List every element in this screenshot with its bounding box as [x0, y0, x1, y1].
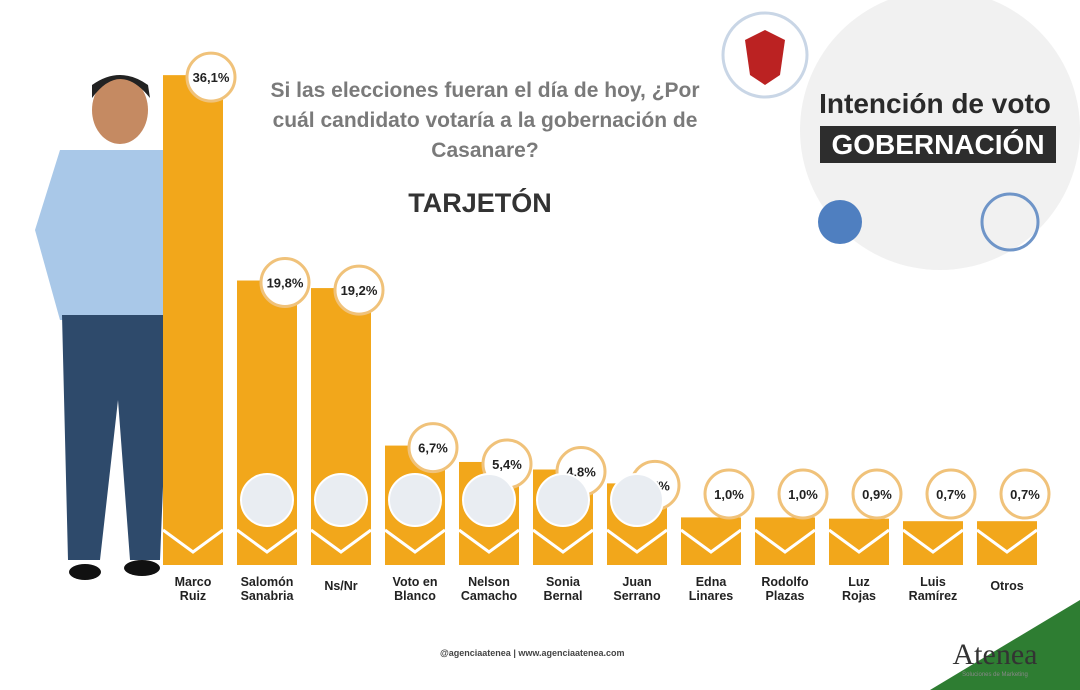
- footer-social: @agenciaatenea: [440, 648, 511, 658]
- bar-chevron: [828, 528, 890, 554]
- candidate-photo: [388, 473, 442, 527]
- footer: @agenciaatenea | www.agenciaatenea.com: [440, 648, 625, 658]
- value-label: 1,0%: [714, 487, 744, 502]
- value-label: 36,1%: [193, 70, 230, 85]
- x-tick-label: Nelson Camacho: [461, 575, 518, 603]
- chart-title: Si las elecciones fueran el día de hoy, …: [270, 79, 700, 162]
- bar: [755, 517, 815, 565]
- bar-chevron: [754, 528, 816, 554]
- bar-chevron: [384, 528, 446, 554]
- bar-chevron: [458, 528, 520, 554]
- x-tick-label: Luis Ramírez: [909, 575, 958, 603]
- decor-corner: [930, 600, 1080, 690]
- bar: [829, 518, 889, 565]
- bar-chevron: [310, 528, 372, 554]
- x-tick-label: Salomón Sanabria: [241, 575, 295, 603]
- x-tick-label: Otros: [990, 579, 1023, 593]
- header-badge: GOBERNACIÓN: [820, 126, 1056, 163]
- candidate-photo: [240, 473, 294, 527]
- bar: [681, 517, 741, 565]
- footer-site: www.agenciaatenea.com: [518, 648, 625, 658]
- bar: [977, 521, 1037, 565]
- value-badge: [185, 51, 237, 103]
- value-label: 6,7%: [418, 441, 448, 456]
- bar-chevron: [606, 528, 668, 554]
- decor-ring: [980, 192, 1040, 252]
- logo-name: Atenea: [952, 638, 1038, 671]
- person: [35, 75, 205, 580]
- candidate-photo: [314, 473, 368, 527]
- x-tick-label: Voto en Blanco: [393, 575, 438, 603]
- header-title: Intención de voto: [819, 88, 1051, 119]
- value-label: 5,4%: [492, 457, 522, 472]
- value-label: 19,8%: [267, 276, 304, 291]
- candidate-photo: [610, 473, 664, 527]
- value-badge: [925, 468, 977, 520]
- value-label: 0,7%: [936, 487, 966, 502]
- bar-chevron: [976, 528, 1038, 554]
- bar-chevron: [236, 528, 298, 554]
- value-label: 1,0%: [788, 487, 818, 502]
- bar-chevron: [680, 528, 742, 554]
- value-label: 0,7%: [1010, 487, 1040, 502]
- bar-chevron: [162, 528, 224, 554]
- bar-chevron: [902, 528, 964, 554]
- bar-chevron: [532, 528, 594, 554]
- value-label: 19,2%: [341, 283, 378, 298]
- candidate-photo: [462, 473, 516, 527]
- value-badge: [999, 468, 1051, 520]
- value-badge: [777, 468, 829, 520]
- x-tick-label: Luz Rojas: [842, 575, 876, 603]
- value-badge: [333, 264, 385, 316]
- x-tick-label: Rodolfo Plazas: [761, 575, 809, 603]
- value-badge: [703, 468, 755, 520]
- logo-tagline: Soluciones de Marketing: [962, 672, 1028, 678]
- bar: [903, 521, 963, 565]
- value-badge: [259, 257, 311, 309]
- candidate-photo: [536, 473, 590, 527]
- chart-subtitle: TARJETÓN: [408, 188, 552, 218]
- x-tick-label: Juan Serrano: [613, 575, 661, 603]
- coat-of-arms: [745, 30, 785, 85]
- x-tick-label: Edna Linares: [689, 575, 734, 603]
- value-badge: [851, 468, 903, 520]
- value-label: 0,9%: [862, 487, 892, 502]
- bar: [163, 75, 223, 565]
- decor-dot: [818, 200, 862, 244]
- value-badge: [407, 422, 459, 474]
- x-tick-label: Marco Ruiz: [175, 575, 212, 603]
- x-tick-label: Ns/Nr: [324, 579, 357, 593]
- x-tick-label: Sonia Bernal: [544, 575, 583, 603]
